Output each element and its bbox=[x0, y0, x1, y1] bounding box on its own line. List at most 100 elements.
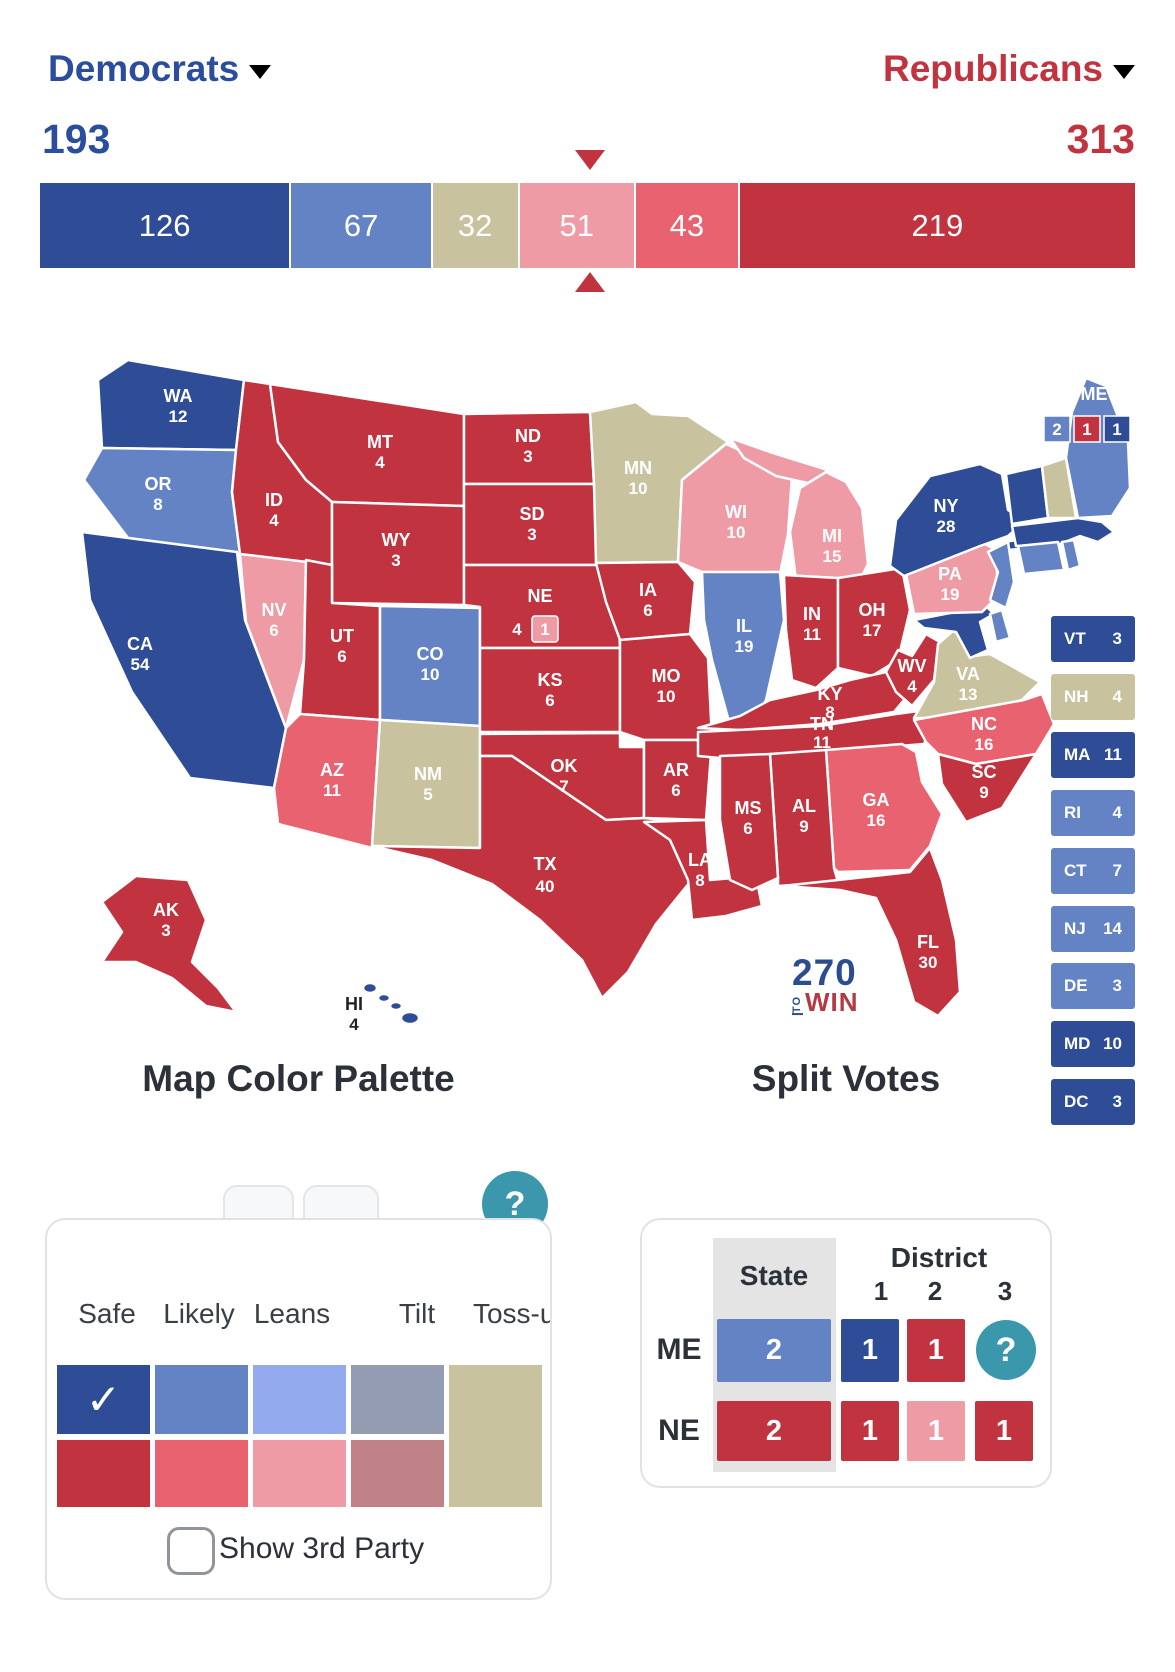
democrats-label: Democrats bbox=[48, 48, 240, 89]
bar-segment-tossup[interactable]: 32 bbox=[432, 183, 520, 268]
democrats-dropdown[interactable]: Democrats bbox=[48, 48, 272, 90]
state-label: FL bbox=[917, 932, 939, 952]
state-tx[interactable] bbox=[370, 754, 692, 1000]
state-ny[interactable] bbox=[888, 462, 1028, 578]
ne-d3-box[interactable]: 1 bbox=[975, 1401, 1033, 1461]
ne-at-large-votes: 4 bbox=[512, 620, 522, 639]
swatch-tilt-d[interactable] bbox=[351, 1365, 444, 1434]
swatch-tilt-r[interactable] bbox=[351, 1440, 444, 1507]
state-nj[interactable] bbox=[986, 540, 1016, 610]
state-votes: 9 bbox=[979, 783, 988, 802]
bar-segment-likely-r[interactable]: 43 bbox=[635, 183, 740, 268]
question-icon: ? bbox=[504, 1184, 526, 1223]
list-item-md[interactable]: MD 10 bbox=[1051, 1021, 1135, 1067]
swatch-leans-d[interactable] bbox=[253, 1365, 346, 1434]
state-sc[interactable] bbox=[936, 752, 1038, 824]
chevron-down-icon bbox=[249, 65, 272, 79]
column-leans: Leans bbox=[253, 1298, 331, 1329]
state-label: VA bbox=[956, 664, 980, 684]
district-column-header: District bbox=[890, 1242, 988, 1273]
list-item-ct[interactable]: CT 7 bbox=[1051, 848, 1135, 894]
state-hi[interactable] bbox=[376, 992, 392, 1004]
state-label: CO bbox=[417, 644, 444, 664]
me-d2-box[interactable]: 1 bbox=[907, 1319, 965, 1382]
me-district1-box[interactable] bbox=[1073, 415, 1101, 443]
state-hi[interactable] bbox=[399, 1010, 421, 1026]
list-state-abbr: DE bbox=[1064, 976, 1088, 995]
state-votes: 13 bbox=[959, 685, 978, 704]
electoral-vote-bar[interactable]: 126 67 32 51 43 219 bbox=[40, 183, 1135, 268]
question-icon: ? bbox=[995, 1330, 1017, 1369]
republicans-dropdown[interactable]: Republicans bbox=[883, 48, 1135, 90]
state-label: KS bbox=[537, 670, 562, 690]
ne-district-box[interactable] bbox=[531, 615, 559, 643]
palette-section-title: Map Color Palette bbox=[142, 1058, 455, 1099]
state-vt[interactable] bbox=[1004, 464, 1050, 526]
state-ms[interactable] bbox=[718, 752, 780, 892]
state-ak[interactable] bbox=[100, 874, 238, 1014]
state-ct[interactable] bbox=[1016, 540, 1066, 576]
split-votes-card: State District 1 2 3 ME 2 1 1 ? NE 2 1 1… bbox=[640, 1218, 1052, 1488]
swatch-safe-r[interactable] bbox=[57, 1440, 150, 1507]
list-state-abbr: NH bbox=[1064, 687, 1089, 706]
bar-segment-safe-r[interactable]: 219 bbox=[739, 183, 1135, 268]
state-mi[interactable] bbox=[788, 470, 870, 586]
state-hi[interactable] bbox=[361, 981, 379, 995]
list-item-nh[interactable]: NH 4 bbox=[1051, 674, 1135, 720]
logo-win: WIN bbox=[805, 987, 859, 1018]
state-label: GA bbox=[863, 790, 890, 810]
ne-d2-box[interactable]: 1 bbox=[907, 1401, 965, 1461]
state-label: TX bbox=[533, 854, 556, 874]
swatch-tossup[interactable] bbox=[449, 1365, 542, 1507]
me-d1-box[interactable]: 1 bbox=[841, 1319, 899, 1382]
bar-segment-value: 43 bbox=[669, 207, 705, 243]
chevron-down-icon bbox=[1113, 65, 1135, 79]
state-votes: 19 bbox=[735, 637, 754, 656]
ne-d1-box[interactable]: 1 bbox=[841, 1401, 899, 1461]
column-safe: Safe bbox=[78, 1298, 136, 1329]
state-ks[interactable] bbox=[478, 646, 622, 734]
list-item-vt[interactable]: VT 3 bbox=[1051, 616, 1135, 662]
list-state-votes: 10 bbox=[1103, 1034, 1122, 1053]
state-ga[interactable] bbox=[824, 742, 944, 874]
list-item-ri[interactable]: RI 4 bbox=[1051, 790, 1135, 836]
district-3-header: 3 bbox=[997, 1276, 1013, 1306]
state-label: WY bbox=[382, 530, 411, 550]
state-md[interactable] bbox=[912, 604, 996, 660]
state-votes: 12 bbox=[169, 407, 188, 426]
state-votes: 6 bbox=[671, 781, 680, 800]
state-hi[interactable] bbox=[388, 1000, 404, 1012]
ne-state-value-box[interactable]: 2 bbox=[717, 1401, 831, 1461]
swatch-likely-d[interactable] bbox=[155, 1365, 248, 1434]
270-marker-bottom bbox=[575, 272, 605, 292]
state-votes: 4 bbox=[349, 1015, 359, 1034]
state-label: NV bbox=[261, 600, 286, 620]
show-3rd-party-checkbox[interactable] bbox=[167, 1527, 215, 1575]
me-district2-box[interactable] bbox=[1103, 415, 1131, 443]
bar-segment-safe-d[interactable]: 126 bbox=[40, 183, 292, 268]
state-de[interactable] bbox=[988, 608, 1012, 644]
state-nm[interactable] bbox=[370, 718, 482, 850]
column-tilt: Tilt bbox=[398, 1298, 436, 1329]
state-fl[interactable] bbox=[780, 846, 962, 1018]
list-item-de[interactable]: DE 3 bbox=[1051, 963, 1135, 1009]
list-item-nj[interactable]: NJ 14 bbox=[1051, 906, 1135, 952]
swatch-safe-d[interactable]: ✓ bbox=[57, 1365, 150, 1434]
list-state-votes: 4 bbox=[1112, 803, 1122, 822]
list-state-abbr: MA bbox=[1064, 745, 1091, 764]
swatch-leans-r[interactable] bbox=[253, 1440, 346, 1507]
me-state-box[interactable] bbox=[1043, 415, 1071, 443]
list-item-ma[interactable]: MA 11 bbox=[1051, 732, 1135, 778]
swatch-likely-r[interactable] bbox=[155, 1440, 248, 1507]
bar-segment-likely-d[interactable]: 67 bbox=[291, 183, 433, 268]
state-votes: 4 bbox=[269, 511, 279, 530]
list-item-dc[interactable]: DC 3 bbox=[1051, 1079, 1135, 1125]
me-d3-help-button[interactable]: ? bbox=[976, 1320, 1036, 1380]
bar-segment-leans-r[interactable]: 51 bbox=[519, 183, 636, 268]
state-ri[interactable] bbox=[1060, 538, 1082, 572]
state-az[interactable] bbox=[272, 712, 382, 850]
state-la[interactable] bbox=[642, 818, 764, 922]
me-state-value-box[interactable]: 2 bbox=[717, 1319, 831, 1382]
state-label: OR bbox=[145, 474, 172, 494]
